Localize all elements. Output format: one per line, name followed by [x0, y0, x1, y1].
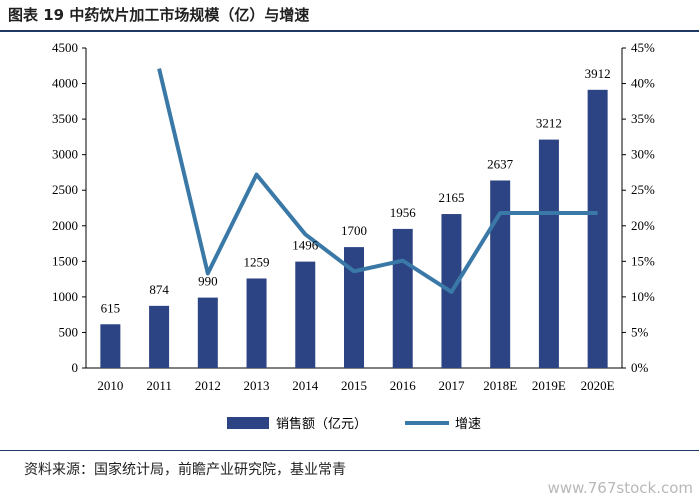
y-left-tick-label: 3000: [52, 147, 78, 162]
bar: [490, 180, 511, 368]
axes: 0 500 1000 1500 2000 2500 3000 3500 4000 4500 0% 5%…: [52, 40, 655, 393]
bar: [100, 324, 121, 368]
y-left-tick-label: 3500: [52, 111, 78, 126]
legend-line-label: 增速: [455, 417, 481, 432]
watermark: www.767stock.com: [547, 479, 693, 497]
x-tick-label: 2019E: [532, 378, 566, 393]
y-right-tick-label: 0%: [631, 360, 649, 375]
y-right-tick-label: 25%: [631, 182, 655, 197]
data-labels: 615 874 990 1259 1496 1700 1956 2165 2637 3212 391…: [101, 66, 611, 315]
y-left-tick-label: 2500: [52, 182, 78, 197]
legend-bar-swatch: [227, 417, 269, 429]
bar-series: [100, 89, 608, 369]
bar-value-label: 1700: [341, 223, 367, 238]
bar: [295, 261, 316, 368]
bar: [344, 247, 364, 368]
footer-divider: [0, 450, 699, 451]
y-left-tick-label: 0: [72, 360, 79, 375]
bar-value-label: 1259: [244, 254, 270, 269]
y-right-tick-label: 40%: [631, 76, 655, 91]
bar: [197, 297, 218, 368]
bar-value-label: 1956: [390, 205, 417, 220]
y-right-tick-label: 10%: [631, 289, 655, 304]
y-left-tick-label: 500: [59, 324, 79, 339]
y-right-tick-label: 15%: [631, 253, 655, 268]
x-tick-label: 2020E: [581, 378, 615, 393]
y-right-tick-label: 20%: [631, 218, 655, 233]
bar: [392, 228, 413, 368]
x-tick-label: 2018E: [483, 378, 517, 393]
bar: [587, 89, 608, 369]
x-tick-label: 2012: [195, 378, 221, 393]
x-tick-label: 2014: [292, 378, 319, 393]
y-right-tick-label: 5%: [631, 324, 649, 339]
bar-value-label: 990: [198, 274, 218, 289]
bar: [246, 278, 267, 368]
x-tick-label: 2016: [390, 378, 417, 393]
x-tick-label: 2011: [146, 378, 172, 393]
y-left-tick-label: 2000: [52, 218, 78, 233]
legend-bar-label: 销售额（亿元）: [276, 416, 367, 432]
source-note: 资料来源：国家统计局，前瞻产业研究院，基业常青: [24, 462, 346, 478]
bar-value-label: 2165: [438, 190, 464, 205]
bar-value-label: 2637: [487, 156, 514, 171]
chart: 0 500 1000 1500 2000 2500 3000 3500 4000 4500 0% 5%…: [52, 40, 655, 432]
y-right-tick-label: 35%: [631, 111, 655, 126]
x-tick-label: 2017: [438, 378, 465, 393]
growth-line: [157, 68, 598, 294]
y-left-tick-label: 4500: [52, 40, 78, 55]
bar-value-label: 615: [101, 300, 121, 315]
y-left-tick-label: 4000: [52, 76, 78, 91]
bar-value-label: 874: [149, 282, 169, 297]
legend: 销售额（亿元） 增速: [227, 416, 481, 432]
bar-value-label: 3912: [585, 66, 611, 81]
x-tick-label: 2013: [244, 378, 270, 393]
y-left-tick-label: 1000: [52, 289, 78, 304]
line-series: [157, 68, 598, 294]
bar-value-label: 1496: [292, 238, 319, 253]
x-tick-label: 2010: [97, 378, 123, 393]
y-left-tick-label: 1500: [52, 253, 78, 268]
bar: [538, 139, 559, 368]
y-right-tick-label: 30%: [631, 147, 655, 162]
chart-title: 图表 19 中药饮片加工市场规模（亿）与增速: [8, 6, 310, 24]
title-divider: [0, 30, 699, 32]
y-right-tick-label: 45%: [631, 40, 655, 55]
x-tick-label: 2015: [341, 378, 367, 393]
bar: [149, 305, 170, 368]
bar-value-label: 3212: [536, 116, 562, 131]
